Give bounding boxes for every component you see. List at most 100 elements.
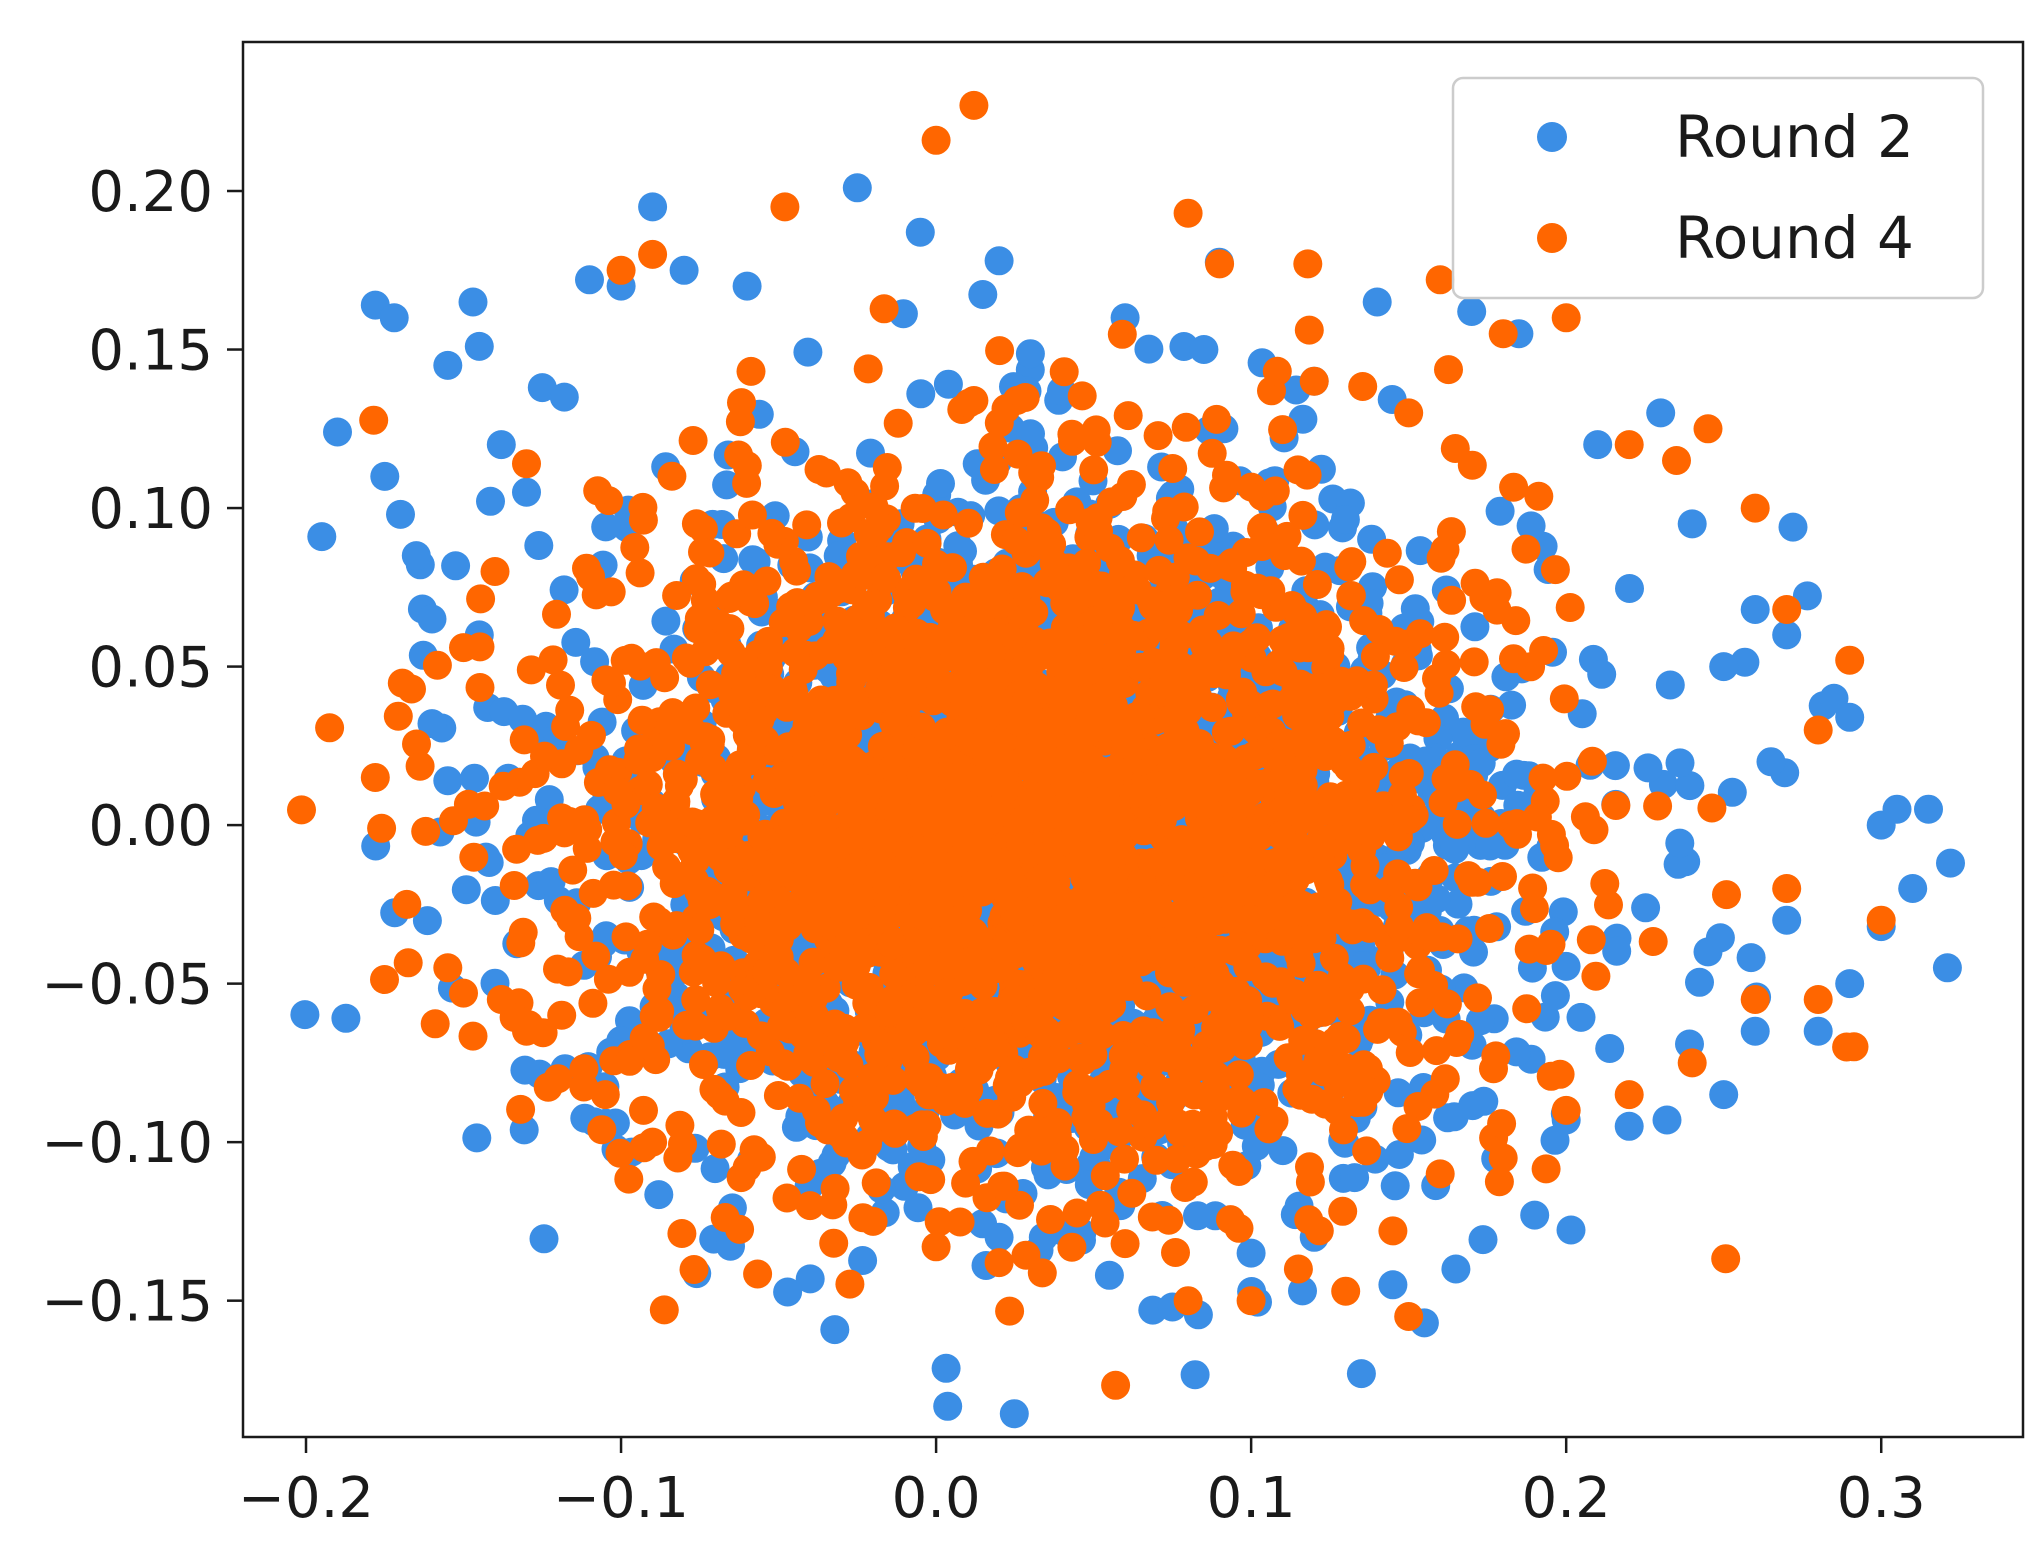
x-tick-label: 0.1 <box>1207 1466 1296 1531</box>
data-point <box>1277 591 1307 620</box>
data-point <box>1071 625 1101 655</box>
data-point <box>847 1140 877 1170</box>
data-point <box>1218 553 1248 583</box>
data-point <box>1047 698 1077 728</box>
data-point <box>605 1138 635 1168</box>
data-point <box>695 670 725 700</box>
data-point <box>1322 1096 1352 1126</box>
data-point <box>833 468 863 498</box>
data-point <box>880 613 910 643</box>
data-point <box>1259 1106 1289 1135</box>
data-point <box>794 1043 824 1073</box>
data-point <box>1126 523 1156 553</box>
data-point <box>969 1046 999 1075</box>
data-point <box>1652 1105 1682 1135</box>
data-point <box>835 1269 865 1299</box>
data-point <box>817 1148 847 1178</box>
data-point <box>1272 521 1302 551</box>
data-point <box>1180 1360 1210 1390</box>
data-point <box>838 801 868 831</box>
data-point <box>529 1224 559 1254</box>
data-point <box>417 709 447 739</box>
data-point <box>903 1193 933 1223</box>
data-point <box>928 500 958 530</box>
data-point <box>1032 941 1062 971</box>
data-point <box>1693 937 1723 967</box>
data-point <box>1179 666 1208 696</box>
data-point <box>1551 303 1581 333</box>
data-point <box>1219 631 1248 661</box>
data-point <box>931 1353 961 1383</box>
data-point <box>1140 1071 1170 1101</box>
data-point <box>1144 555 1174 585</box>
data-point <box>849 774 879 803</box>
data-point <box>608 841 638 871</box>
data-point <box>1502 759 1532 789</box>
data-point <box>865 845 894 875</box>
data-point <box>1148 670 1178 700</box>
data-point <box>290 1000 320 1030</box>
data-point <box>877 929 907 959</box>
data-point <box>1244 822 1274 852</box>
data-point <box>1128 1100 1158 1130</box>
data-point <box>1576 925 1606 955</box>
data-point <box>968 280 998 309</box>
data-point <box>1189 335 1219 364</box>
data-point <box>1173 198 1203 228</box>
data-point <box>698 753 728 783</box>
data-point <box>1201 906 1231 936</box>
data-point <box>581 941 611 971</box>
data-point <box>1400 594 1430 624</box>
legend-label-round-2: Round 2 <box>1675 103 1914 171</box>
data-point <box>1011 686 1041 715</box>
data-point <box>1057 1232 1087 1262</box>
data-point <box>1249 529 1279 559</box>
data-point <box>1440 834 1470 864</box>
data-point <box>1772 874 1802 903</box>
data-point <box>752 957 782 987</box>
data-point <box>1712 880 1741 910</box>
data-point <box>1545 1059 1575 1089</box>
data-point <box>1392 804 1422 834</box>
data-point <box>629 1095 658 1125</box>
data-point <box>1615 574 1644 603</box>
data-point <box>646 831 676 861</box>
data-point <box>1417 922 1447 952</box>
data-point <box>360 763 390 792</box>
data-point <box>869 294 899 324</box>
data-point <box>1218 1150 1248 1180</box>
data-point <box>1154 1205 1184 1235</box>
data-point <box>853 518 883 548</box>
data-point <box>323 417 352 447</box>
data-point <box>900 776 930 806</box>
data-point <box>1287 897 1317 927</box>
data-point <box>1315 870 1345 900</box>
data-point <box>871 867 901 897</box>
data-point <box>1590 869 1620 898</box>
data-point <box>575 265 604 295</box>
data-point <box>558 855 588 885</box>
data-point <box>1772 595 1802 624</box>
data-point <box>1334 552 1364 582</box>
data-point <box>1518 873 1548 903</box>
data-point <box>512 477 541 507</box>
data-point <box>1457 297 1487 326</box>
data-point <box>960 591 990 621</box>
data-point <box>1293 249 1323 279</box>
data-point <box>1216 1205 1245 1235</box>
data-point <box>793 337 823 367</box>
data-point <box>583 476 613 506</box>
data-point <box>933 1391 963 1421</box>
data-point <box>984 246 1014 276</box>
data-point <box>827 508 856 538</box>
data-point <box>954 508 983 538</box>
data-point <box>1677 1048 1707 1078</box>
data-point <box>628 492 658 522</box>
data-point <box>370 461 400 491</box>
data-point <box>1378 1216 1408 1246</box>
data-point <box>1062 992 1092 1022</box>
data-point <box>1023 642 1053 672</box>
data-point <box>591 665 621 695</box>
data-point <box>509 725 539 755</box>
data-point <box>842 173 872 203</box>
